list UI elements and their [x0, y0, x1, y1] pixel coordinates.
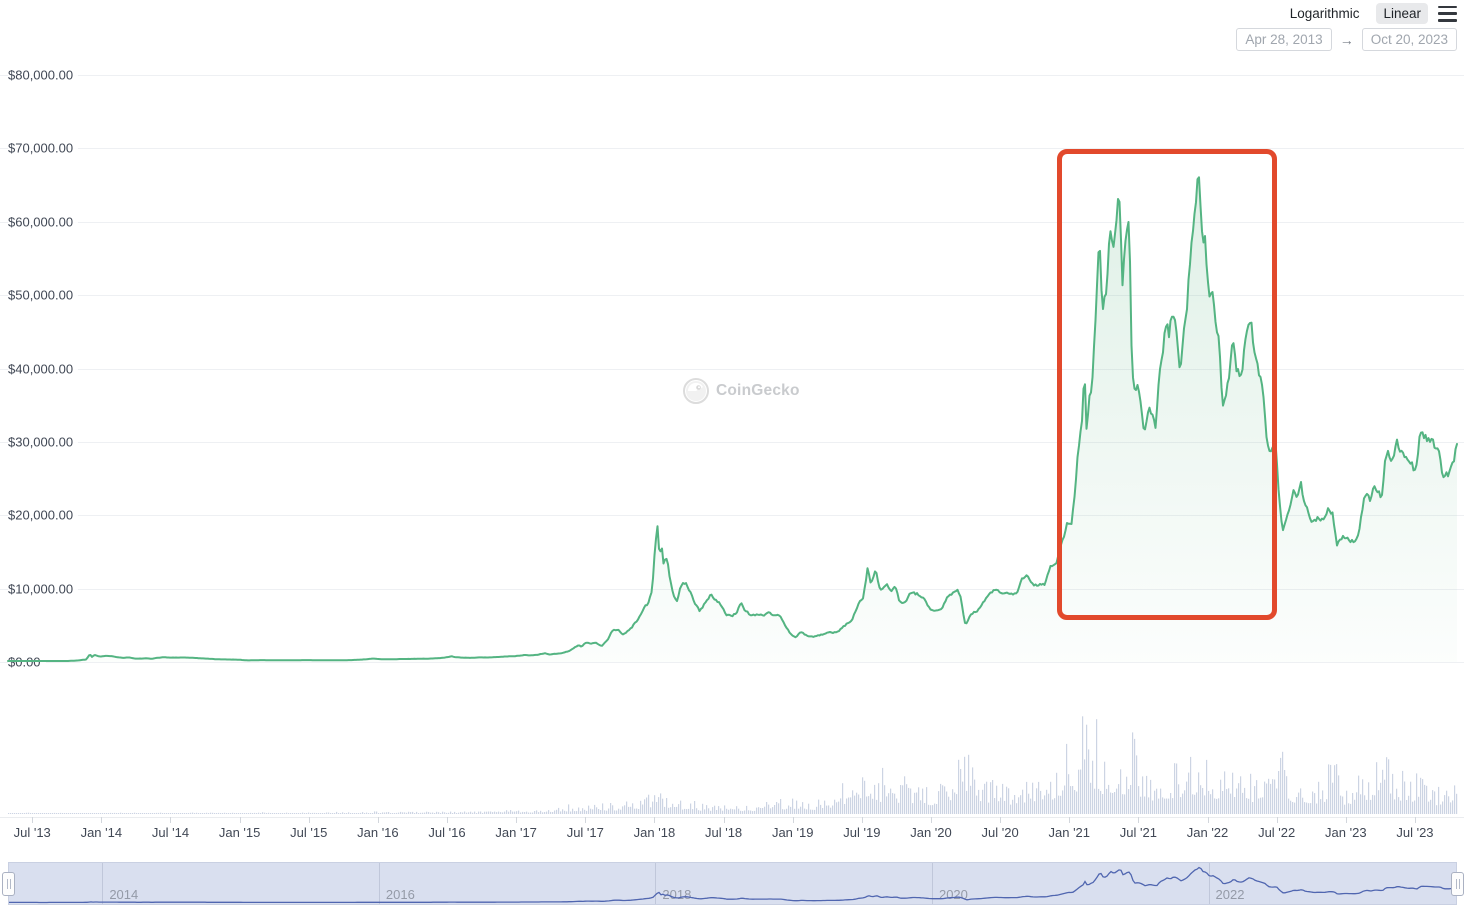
date-to-input[interactable]: Oct 20, 2023 — [1361, 28, 1457, 51]
y-gridline — [0, 295, 1464, 297]
y-gridline — [0, 148, 1464, 150]
price-line — [7, 176, 1458, 662]
navigator-left-handle[interactable] — [2, 872, 15, 896]
x-axis-label: Jan '21 — [1048, 825, 1091, 840]
x-axis-label: Jul '23 — [1396, 825, 1434, 840]
x-axis-label: Jan '22 — [1186, 825, 1229, 840]
navigator-year-divider — [102, 863, 104, 904]
y-gridline — [0, 515, 1464, 517]
coingecko-watermark: CoinGecko — [683, 378, 800, 404]
x-axis-tick — [585, 817, 587, 823]
y-gridline — [0, 662, 1464, 663]
x-axis-tick — [170, 817, 172, 823]
y-axis-label: $10,000.00 — [8, 581, 79, 597]
x-axis-label: Jan '23 — [1325, 825, 1367, 840]
navigator-mini-chart — [9, 866, 1456, 904]
x-axis-label: Jan '17 — [495, 825, 537, 840]
y-gridline — [0, 368, 1464, 370]
navigator-year-label: 2018 — [662, 887, 692, 902]
scale-option-linear[interactable]: Linear — [1376, 3, 1428, 24]
x-axis-label: Jul '15 — [290, 825, 328, 840]
x-axis-tick — [792, 817, 794, 823]
x-axis-tick — [861, 817, 863, 823]
x-axis-label: Jul '16 — [428, 825, 466, 840]
x-axis-tick — [1345, 817, 1347, 823]
x-axis-label: Jul '20 — [981, 825, 1019, 840]
volume-bars — [8, 716, 1458, 814]
x-axis-tick — [239, 817, 241, 823]
x-axis-label: Jul '18 — [704, 825, 743, 840]
x-axis-tick — [1276, 817, 1278, 823]
x-axis-tick — [1069, 817, 1071, 823]
x-axis-tick — [1138, 817, 1140, 823]
x-axis-tick — [308, 817, 310, 823]
x-axis-label: Jan '19 — [771, 825, 814, 840]
y-gridline — [0, 221, 1464, 223]
y-axis-label: $40,000.00 — [8, 361, 79, 376]
x-axis-label: Jul '14 — [151, 825, 190, 840]
x-axis-label: Jan '20 — [910, 825, 952, 840]
x-axis-label: Jul '22 — [1258, 825, 1296, 840]
navigator-year-divider — [655, 863, 657, 904]
date-from-input[interactable]: Apr 28, 2013 — [1236, 28, 1332, 51]
range-arrow-icon: → — [1339, 31, 1354, 48]
x-axis-tick — [1000, 817, 1002, 823]
x-axis-label: Jul '19 — [843, 825, 881, 840]
coingecko-logo-icon — [683, 378, 709, 404]
navigator-year-divider — [931, 863, 933, 904]
y-axis-label: $20,000.00 — [8, 507, 79, 523]
x-axis-tick — [723, 817, 725, 823]
date-range-picker: Apr 28, 2013 → Oct 20, 2023 — [1236, 28, 1457, 51]
watermark-text: CoinGecko — [716, 382, 800, 399]
x-axis-tick — [101, 817, 103, 823]
navigator-right-handle[interactable] — [1451, 872, 1464, 896]
y-gridline — [0, 441, 1464, 443]
navigator-year-divider — [378, 863, 380, 904]
y-axis-label: $70,000.00 — [8, 140, 79, 156]
x-axis-line — [0, 817, 1464, 818]
x-axis-tick — [1414, 817, 1416, 823]
navigator-year-label: 2022 — [1215, 887, 1245, 902]
hamburger-menu-icon[interactable] — [1438, 5, 1457, 23]
x-axis-tick — [32, 817, 34, 823]
navigator-year-divider — [1208, 863, 1210, 904]
x-axis-label: Jul '13 — [13, 825, 51, 840]
y-axis-label: $50,000.00 — [8, 287, 79, 303]
range-navigator[interactable]: 2014 2016 2018 2020 2022 — [8, 862, 1457, 905]
y-axis-label: $80,000.00 — [8, 67, 79, 83]
x-axis-label: Jan '15 — [218, 825, 261, 840]
x-axis-label: Jan '14 — [80, 825, 123, 840]
x-axis-label: Jul '17 — [566, 825, 604, 840]
y-axis-label: $30,000.00 — [8, 434, 79, 450]
x-axis-tick — [377, 817, 379, 823]
highlight-annotation-box — [1057, 149, 1277, 620]
scale-option-logarithmic[interactable]: Logarithmic — [1289, 6, 1360, 21]
navigator-year-label: 2016 — [385, 887, 415, 902]
y-gridline — [0, 588, 1464, 590]
x-axis-tick — [654, 817, 656, 823]
navigator-year-label: 2014 — [109, 887, 139, 902]
x-axis-label: Jan '16 — [357, 825, 399, 840]
x-axis-tick — [516, 817, 518, 823]
price-area-fill — [8, 177, 1457, 663]
chart-controls: Logarithmic Linear — [1283, 3, 1457, 24]
x-axis-tick — [1207, 817, 1209, 823]
x-axis-tick — [447, 817, 449, 823]
y-axis-label: $60,000.00 — [8, 214, 79, 230]
x-axis-label: Jul '21 — [1119, 825, 1157, 840]
x-axis-tick — [930, 817, 932, 823]
x-axis-label: Jan '18 — [633, 825, 676, 840]
y-gridline — [0, 75, 1464, 76]
